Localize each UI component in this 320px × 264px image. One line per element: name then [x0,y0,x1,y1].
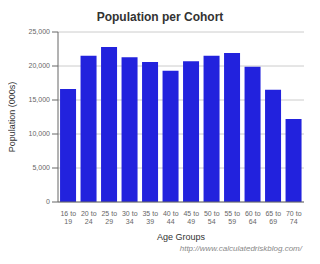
svg-text:0: 0 [46,198,50,205]
svg-text:25,000: 25,000 [29,28,51,35]
svg-text:65 to69: 65 to69 [265,210,281,225]
svg-text:10,000: 10,000 [29,130,51,137]
svg-text:5,000: 5,000 [32,164,50,171]
svg-text:20 to24: 20 to24 [81,210,97,225]
svg-text:45 to49: 45 to49 [183,210,199,225]
svg-text:25 to29: 25 to29 [101,210,117,225]
svg-text:55 to59: 55 to59 [224,210,240,225]
html-text:Population per Cohort: Population per Cohort [96,10,224,24]
html-text:http://www.calculatedriskblog.: http://www.calculatedriskblog.com/ [179,244,302,253]
svg-text:35 to39: 35 to39 [142,210,158,225]
svg-text:70 to74: 70 to74 [286,210,302,225]
svg-text:60 to64: 60 to64 [245,210,261,225]
svg-text:Age Groups: Age Groups [157,232,206,242]
svg-text:30 to34: 30 to34 [122,210,138,225]
svg-text:Population (000s): Population (000s) [8,82,17,153]
svg-text:20,000: 20,000 [29,62,51,69]
svg-text:15,000: 15,000 [29,96,51,103]
svg-text:16 to19: 16 to19 [60,210,76,225]
svg-text:40 to44: 40 to44 [163,210,179,225]
svg-text:50 to54: 50 to54 [204,210,220,225]
